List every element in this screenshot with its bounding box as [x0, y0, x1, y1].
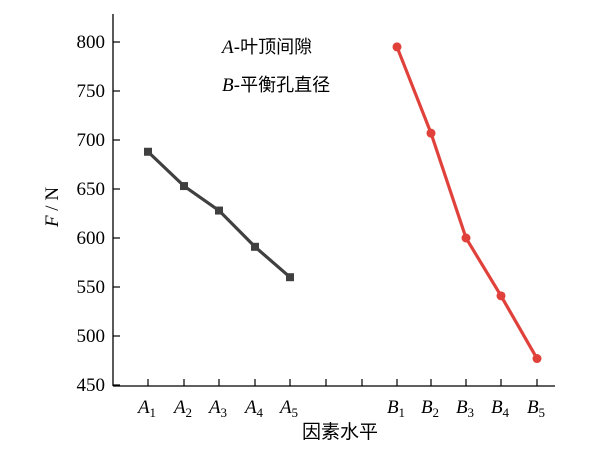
- x-tick-label: A4: [243, 397, 264, 420]
- y-tick-label: 650: [77, 179, 106, 200]
- data-point: [496, 291, 506, 301]
- x-tick-label: A5: [278, 397, 298, 420]
- x-tick-label: A2: [172, 397, 192, 420]
- axes: 450 500 550 600 650 700 750 800 A1 A2 A3 A4 A5 B1 B2 B3…: [42, 14, 555, 443]
- y-tick-label: 750: [77, 81, 106, 102]
- data-point: [426, 128, 436, 138]
- data-point: [461, 233, 471, 243]
- x-axis-label: 因素水平: [302, 421, 378, 443]
- legend-entry: A-叶顶间隙: [220, 37, 312, 58]
- y-tick-label: 450: [77, 375, 106, 396]
- data-point: [286, 273, 294, 282]
- y-tick-label: 700: [77, 130, 106, 151]
- legend-entry: B-平衡孔直径: [222, 75, 330, 96]
- legend: A-叶顶间隙 B-平衡孔直径: [220, 37, 330, 96]
- y-axis-label: F / N: [42, 187, 63, 228]
- data-point: [532, 354, 542, 364]
- x-tick-label: B5: [527, 397, 545, 420]
- series-A: [144, 147, 294, 282]
- x-tick-label: B1: [387, 397, 405, 420]
- x-tick-label: A3: [207, 397, 227, 420]
- x-tick-label: B4: [491, 397, 510, 420]
- y-tick-label: 550: [77, 277, 106, 298]
- data-point: [144, 147, 152, 156]
- data-point: [180, 182, 188, 191]
- series-layer: [144, 42, 542, 364]
- y-tick-label: 800: [77, 32, 106, 53]
- x-tick-label: B2: [421, 397, 439, 420]
- x-tick-label: A1: [136, 397, 156, 420]
- data-point: [215, 206, 223, 215]
- y-tick-label: 500: [77, 326, 106, 347]
- data-point: [392, 42, 402, 52]
- series-line: [395, 46, 539, 360]
- series-B: [392, 42, 542, 364]
- y-tick-label: 600: [77, 228, 106, 249]
- x-tick-label: B3: [456, 397, 474, 420]
- data-point: [251, 242, 259, 251]
